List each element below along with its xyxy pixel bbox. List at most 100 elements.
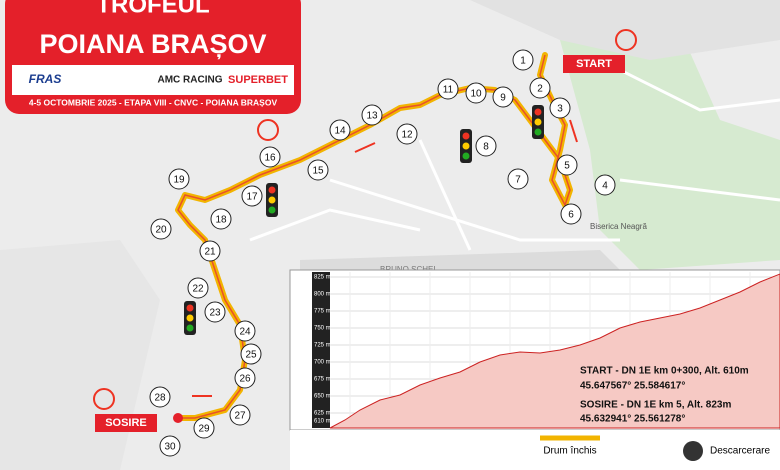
finish-label: SOSIRE [105, 417, 147, 429]
light [462, 152, 470, 160]
traffic-lights [184, 105, 544, 335]
marker-label: 29 [198, 424, 210, 435]
marker-label: 5 [564, 161, 570, 172]
finish-coords: 45.632941° 25.561278° [580, 414, 685, 425]
clock-icons [93, 29, 637, 410]
y-tick-label: 825 m [314, 275, 331, 281]
logo-band [12, 65, 294, 95]
header-event: 4-5 OCTOMBRIE 2025 - ETAPA VIII - CNVC -… [29, 97, 278, 107]
light [186, 304, 194, 312]
marker-label: 9 [500, 93, 506, 104]
marker-label: 22 [192, 284, 204, 295]
marker-label: 7 [515, 175, 521, 186]
marker-label: 28 [154, 393, 166, 404]
marker-circle [259, 146, 281, 168]
marker-label: 2 [537, 84, 543, 95]
markers: 1234567891011121314151617181920212223242… [149, 49, 616, 457]
marker-circle [210, 208, 232, 230]
marker-label: 19 [173, 175, 185, 186]
y-tick-label: 700 m [314, 360, 331, 366]
marker-circle [229, 404, 251, 426]
marker-circle [241, 185, 263, 207]
logo: FRAS [29, 72, 62, 86]
light [268, 206, 276, 214]
y-tick-label: 675 m [314, 377, 331, 383]
marker-label: 26 [239, 374, 251, 385]
y-tick-label: 650 m [314, 394, 331, 400]
marker-label: 17 [246, 192, 258, 203]
marker-circle [512, 49, 534, 71]
start-coords: 45.647567° 25.584617° [580, 381, 685, 392]
legend-label: Descarcerare [710, 446, 770, 457]
light [462, 132, 470, 140]
light [462, 142, 470, 150]
marker-circle [240, 343, 262, 365]
light [186, 324, 194, 332]
start-info: START - DN 1E km 0+300, Alt. 610m [580, 366, 749, 377]
y-tick-label: 800 m [314, 292, 331, 298]
logo: AMC RACING [158, 75, 223, 86]
elevation-profile [329, 273, 780, 429]
finish-dot [173, 413, 183, 423]
marker-circle [549, 97, 571, 119]
marker-circle [168, 168, 190, 190]
marker-label: 3 [557, 104, 563, 115]
finish-badge [95, 414, 157, 432]
logo: SUPERBET [228, 74, 288, 86]
elevation-panel: 825 m 800 m 775 m 750 m 725 m 700 m 675 m 650 m… [289, 269, 780, 431]
marker-circle [204, 301, 226, 323]
marker-label: 15 [312, 166, 324, 177]
marker-circle [507, 168, 529, 190]
marker-circle [475, 135, 497, 157]
marker-label: 10 [470, 89, 482, 100]
marker-circle [556, 154, 578, 176]
marker-circle [361, 104, 383, 126]
y-tick-label: 625 m [314, 411, 331, 417]
header-title: TROFEUL [96, 0, 209, 18]
marker-label: 20 [155, 225, 167, 236]
legend-panel [290, 430, 780, 470]
light [534, 108, 542, 116]
marker-circle [150, 218, 172, 240]
marker-label: 24 [239, 327, 251, 338]
base-label: 610 m [314, 419, 331, 425]
marker-label: 27 [234, 411, 246, 422]
marker-circle [234, 367, 256, 389]
legend-icon [683, 441, 703, 461]
light [534, 128, 542, 136]
light [186, 314, 194, 322]
light [534, 118, 542, 126]
light [268, 196, 276, 204]
y-tick-label: 725 m [314, 343, 331, 349]
start-badge [563, 55, 625, 73]
marker-label: 25 [245, 350, 257, 361]
y-tick-label: 750 m [314, 326, 331, 332]
marker-circle [234, 320, 256, 342]
marker-label: 14 [334, 126, 346, 137]
header-subtitle: POIANA BRAȘOV [39, 29, 266, 59]
marker-circle [329, 119, 351, 141]
marker-label: 1 [520, 56, 526, 67]
legend-label: Drum închis [543, 446, 596, 457]
marker-label: 8 [483, 142, 489, 153]
marker-label: 13 [366, 111, 378, 122]
finish-info: SOSIRE - DN 1E km 5, Alt. 823m [580, 400, 731, 411]
marker-circle [437, 78, 459, 100]
marker-circle [149, 386, 171, 408]
marker-label: 4 [602, 181, 608, 192]
marker-circle [159, 435, 181, 457]
marker-label: 18 [215, 215, 227, 226]
marker-circle [465, 82, 487, 104]
marker-label: 23 [209, 308, 221, 319]
marker-label: 30 [164, 442, 176, 453]
light [268, 186, 276, 194]
marker-circle [307, 159, 329, 181]
marker-label: 16 [264, 153, 276, 164]
start-label: START [576, 58, 612, 70]
marker-label: 12 [401, 130, 413, 141]
marker-circle [529, 77, 551, 99]
marker-label: 11 [443, 85, 454, 96]
y-tick-label: 775 m [314, 309, 331, 315]
